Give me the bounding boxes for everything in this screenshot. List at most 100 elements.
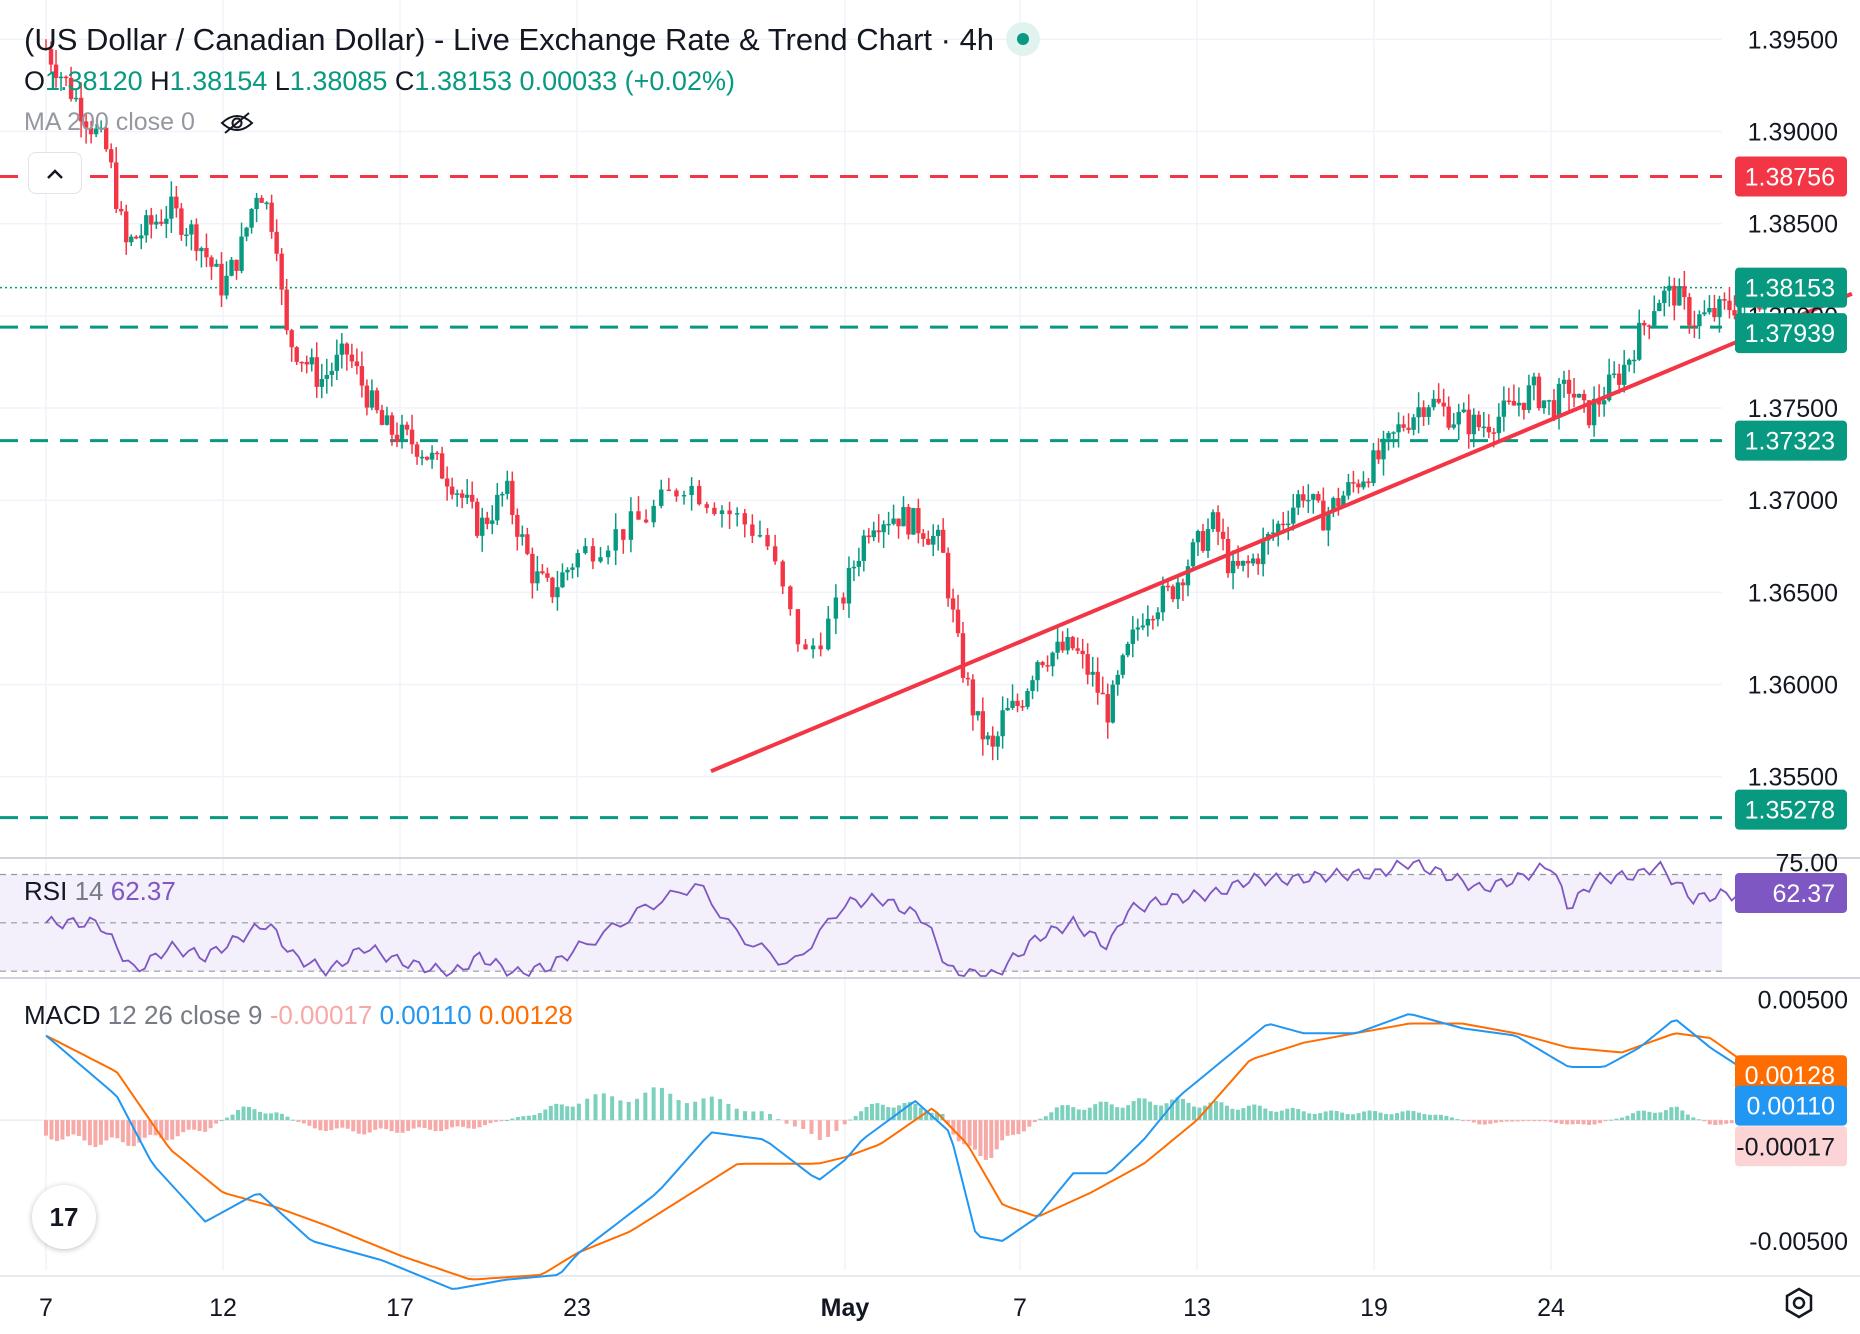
candle-body: [354, 361, 360, 367]
candle-body: [339, 343, 345, 355]
macd-histogram-bar: [1109, 1104, 1114, 1121]
macd-histogram-bar: [676, 1100, 681, 1121]
candle-body: [1511, 400, 1517, 406]
macd-histogram-bar: [1680, 1110, 1685, 1121]
candle-body: [1456, 412, 1461, 425]
tradingview-logo-icon[interactable]: 17: [32, 1185, 96, 1249]
candle-body: [113, 162, 119, 209]
macd-histogram-bar: [1093, 1104, 1098, 1121]
candle-body: [1291, 507, 1296, 524]
candle-body: [1200, 531, 1206, 551]
candle-body: [891, 518, 896, 524]
candle-body: [598, 557, 603, 562]
candle-body: [98, 127, 104, 130]
trendline: [710, 291, 1853, 774]
candle-body: [1546, 400, 1552, 402]
macd-histogram-bar: [537, 1112, 542, 1121]
candle-body: [803, 644, 808, 650]
rsi-legend[interactable]: RSI 14 62.37: [24, 876, 176, 907]
macd-histogram-bar: [864, 1106, 869, 1121]
macd-legend[interactable]: MACD 12 26 close 9 -0.00017 0.00110 0.00…: [24, 1000, 573, 1031]
macd-histogram-bar: [334, 1120, 339, 1129]
candle-body: [1526, 385, 1532, 410]
macd-histogram-bar: [709, 1096, 714, 1121]
collapse-legend-button[interactable]: [28, 152, 82, 194]
macd-histogram-bar: [1323, 1111, 1328, 1121]
macd-histogram-bar: [809, 1120, 814, 1134]
candle-body: [841, 597, 846, 604]
eye-off-icon[interactable]: [220, 111, 254, 135]
candle-body: [434, 452, 440, 455]
candle-body: [659, 489, 664, 506]
candle-body: [68, 77, 74, 99]
candle-body: [490, 520, 495, 524]
settings-gear-icon[interactable]: [1782, 1286, 1816, 1320]
macd-histogram-bar: [1027, 1120, 1032, 1127]
macd-histogram-bar: [554, 1103, 559, 1121]
macd-line-badge: 0.00110: [1746, 1093, 1835, 1121]
candle-body: [1045, 665, 1050, 667]
candle-body: [209, 257, 214, 267]
candle-body: [990, 735, 995, 747]
candle-body: [530, 553, 535, 584]
price-tick-label: 1.38500: [1748, 211, 1838, 239]
ma-indicator-row[interactable]: MA 200 close 0: [24, 108, 254, 137]
candle-body: [1005, 707, 1010, 711]
candle-body: [1110, 684, 1115, 723]
candle-body: [871, 530, 876, 538]
time-tick-label: 23: [563, 1294, 591, 1322]
candle-body: [199, 248, 204, 252]
candle-body: [689, 485, 694, 495]
candle-body: [540, 571, 545, 574]
macd-histogram-bar: [257, 1111, 262, 1121]
price-levels: [0, 174, 1722, 820]
macd-histogram-bar: [924, 1111, 929, 1121]
candle-body: [1301, 494, 1306, 501]
candle-body: [394, 434, 400, 442]
macd-histogram-bar: [1021, 1120, 1026, 1132]
macd-histogram-bar: [1060, 1105, 1065, 1121]
candle-body: [525, 534, 530, 554]
candle-body: [970, 679, 976, 716]
candle-body: [284, 289, 289, 331]
candle-body: [772, 546, 778, 562]
candle-body: [1190, 542, 1196, 567]
candle-body: [1667, 285, 1672, 291]
candle-body: [1015, 700, 1020, 706]
macd-histogram-bar: [1373, 1111, 1378, 1121]
macd-histogram-bar: [444, 1120, 449, 1130]
macd-histogram-bar: [1235, 1109, 1240, 1121]
candle-body: [935, 529, 941, 536]
candle-body: [1426, 407, 1431, 417]
macd-hist-badge-bg: [1735, 1126, 1847, 1167]
candle-body: [515, 514, 520, 537]
macd-histogram-bar: [1707, 1120, 1712, 1125]
macd-histogram-bar: [726, 1103, 731, 1121]
macd-histogram-bar: [668, 1093, 673, 1121]
candle-body: [545, 573, 550, 578]
macd-histogram-bar: [60, 1120, 65, 1140]
candle-body: [535, 571, 540, 584]
macd-histogram-bar: [230, 1114, 235, 1121]
price-tick-label: 1.36500: [1748, 579, 1838, 607]
candle-body: [583, 546, 588, 554]
macd-histogram-bar: [1526, 1120, 1531, 1122]
macd-pane: [0, 1013, 1784, 1290]
macd-histogram-bar: [776, 1119, 781, 1121]
candle-body: [1306, 499, 1311, 502]
candle-body: [1075, 648, 1080, 651]
macd-histogram-bar: [312, 1120, 317, 1129]
candle-body: [697, 485, 702, 505]
time-tick-label: 7: [1013, 1294, 1027, 1322]
resistance-badge-bg: [1735, 156, 1847, 197]
candle-body: [1576, 393, 1582, 398]
macd-histogram-bar: [417, 1120, 422, 1128]
price-tick-label: 1.36000: [1748, 672, 1838, 700]
macd-histogram-bar: [362, 1120, 367, 1135]
macd-histogram-bar: [241, 1106, 246, 1121]
macd-histogram-bar: [1175, 1097, 1180, 1121]
candle-body: [818, 645, 823, 650]
candle-body: [1682, 286, 1687, 298]
candle-body: [945, 552, 951, 599]
